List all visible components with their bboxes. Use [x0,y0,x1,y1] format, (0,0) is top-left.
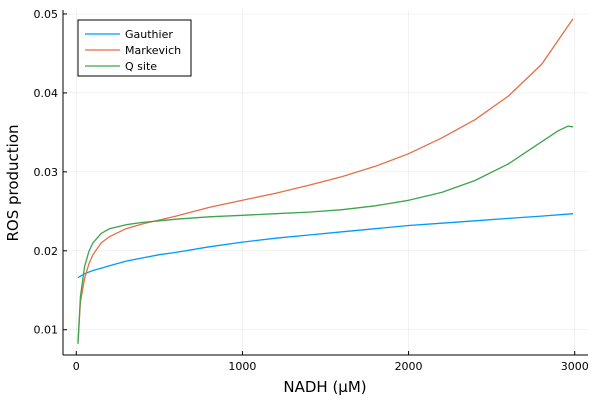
y-axis-title: ROS production [4,124,22,241]
x-tick-label: 2000 [395,360,423,373]
x-tick-label: 0 [73,360,80,373]
grid [63,10,588,355]
y-tick-label: 0.02 [34,245,59,258]
series-line-q-site [77,125,574,344]
series-layer [77,18,574,344]
y-tick-label: 0.04 [34,87,59,100]
series-line-markevich [77,18,574,342]
legend-label-gauthier: Gauthier [125,28,173,41]
y-tick-label: 0.05 [34,8,59,21]
x-tick-label: 1000 [228,360,256,373]
x-tick-label: 3000 [561,360,589,373]
x-axis-title: NADH (μM) [283,378,366,396]
legend: Gauthier Markevich Q site [77,19,192,77]
legend-label-q-site: Q site [125,60,157,73]
legend-label-markevich: Markevich [125,44,181,57]
series-line-gauthier [77,213,574,279]
ticks: 0 1000 2000 3000 0.01 0.02 0.03 0.04 0.05 [34,8,589,373]
axes [62,10,588,356]
y-tick-label: 0.01 [34,324,59,337]
y-tick-label: 0.03 [34,166,59,179]
legend-box [77,19,192,77]
